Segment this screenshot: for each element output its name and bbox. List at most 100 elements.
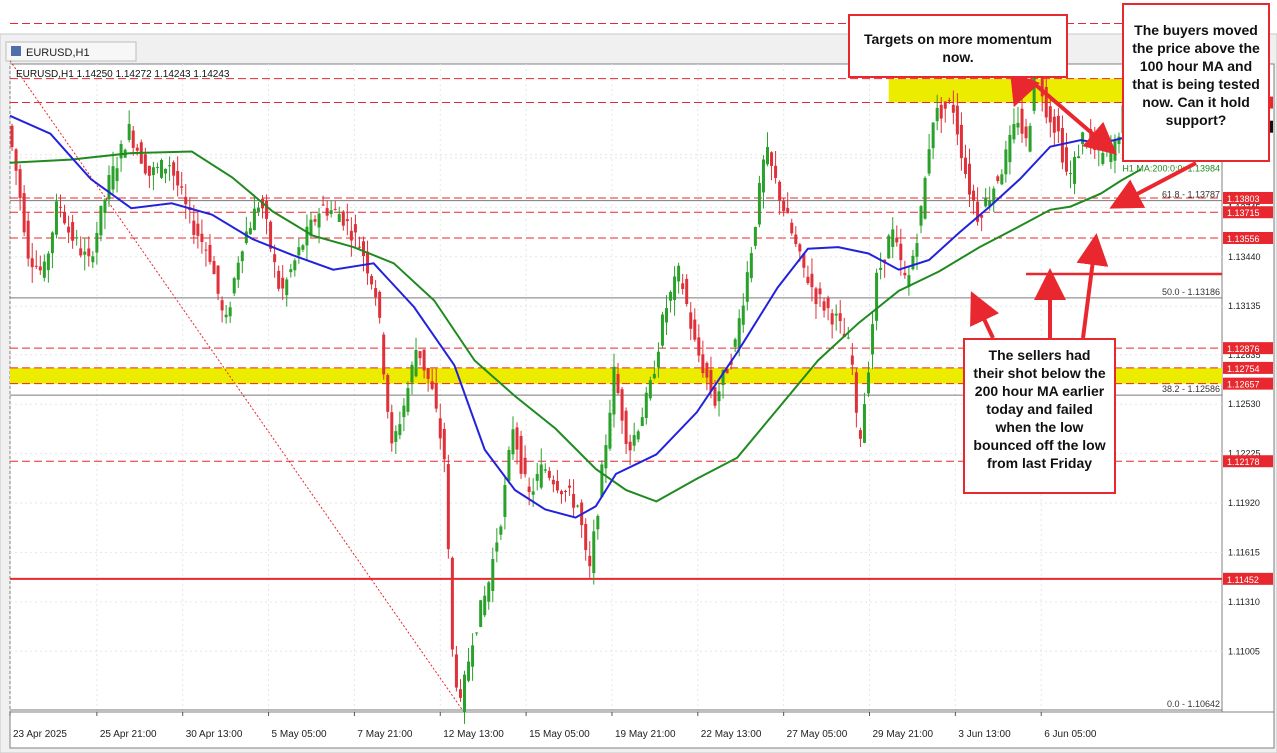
candle-body bbox=[1073, 156, 1077, 184]
candle-body bbox=[1097, 149, 1101, 151]
candle-body bbox=[745, 272, 749, 302]
moving-averages bbox=[9, 114, 1142, 519]
candle-body bbox=[939, 104, 943, 119]
price-tag-label: 1.12876 bbox=[1227, 344, 1260, 354]
candle-body bbox=[612, 366, 616, 415]
x-tick-label: 5 May 05:00 bbox=[272, 729, 327, 740]
candle-body bbox=[826, 297, 830, 309]
price-tag bbox=[1223, 342, 1273, 355]
arrow-targets-zone bbox=[1028, 78, 1118, 155]
candle-body bbox=[604, 445, 608, 469]
candle-body bbox=[111, 166, 115, 190]
candle-body bbox=[543, 469, 547, 471]
candle-body bbox=[180, 186, 184, 188]
candle-body bbox=[269, 221, 273, 249]
candle-body bbox=[442, 428, 446, 460]
candle-body bbox=[446, 464, 450, 550]
candle-body bbox=[305, 226, 309, 246]
chart-tab[interactable] bbox=[5, 41, 137, 62]
candle-body bbox=[669, 291, 673, 301]
candle-body bbox=[119, 143, 123, 159]
candle-body bbox=[14, 149, 18, 171]
candle-body bbox=[644, 392, 648, 419]
candle-body bbox=[665, 308, 668, 323]
candle-body bbox=[564, 490, 567, 493]
candle-body bbox=[749, 253, 753, 279]
candle-body bbox=[499, 526, 503, 535]
candle-body bbox=[333, 208, 337, 210]
candle-body bbox=[915, 243, 919, 257]
candle-body bbox=[301, 245, 305, 250]
candle-body bbox=[434, 383, 438, 409]
x-tick-label: 30 Apr 13:00 bbox=[186, 729, 243, 740]
arrow-buyers-ma100 bbox=[1109, 161, 1197, 209]
candle-body bbox=[196, 223, 200, 236]
candle-body bbox=[34, 265, 38, 267]
time-axis bbox=[9, 711, 1275, 749]
candle-body bbox=[67, 226, 71, 233]
candle-body bbox=[1016, 122, 1020, 128]
candle-body bbox=[337, 214, 341, 222]
candle-body bbox=[410, 364, 414, 383]
candle-body bbox=[1109, 149, 1113, 163]
y-tick-label: 1.12835 bbox=[1228, 350, 1261, 360]
candle-body bbox=[717, 391, 721, 402]
candle-body bbox=[515, 427, 519, 450]
candle-body bbox=[285, 279, 289, 296]
ma-label: H1 MA:200:0:0: 1.13984 bbox=[1122, 164, 1220, 174]
price-tag bbox=[1223, 377, 1273, 390]
candle-body bbox=[858, 430, 862, 439]
candle-body bbox=[240, 251, 244, 262]
candle-body bbox=[59, 206, 62, 208]
candle-body bbox=[164, 168, 168, 174]
x-tick-label: 12 May 13:00 bbox=[443, 729, 504, 740]
candle-body bbox=[753, 227, 757, 246]
x-tick-label: 29 May 21:00 bbox=[873, 729, 934, 740]
candle-body bbox=[778, 181, 782, 201]
fib-label: 61.8 - 1.13787 bbox=[1162, 190, 1220, 200]
candle-body bbox=[366, 251, 370, 274]
candle-body bbox=[737, 318, 741, 349]
candle-body bbox=[830, 313, 834, 325]
candle-body bbox=[353, 224, 357, 233]
candle-body bbox=[624, 410, 628, 444]
candle-body bbox=[143, 154, 147, 174]
candle-body bbox=[463, 674, 466, 713]
candle-body bbox=[632, 435, 636, 446]
candle-body bbox=[798, 244, 802, 252]
candle-body bbox=[951, 104, 955, 113]
candle-body bbox=[867, 372, 870, 394]
candle-body bbox=[551, 479, 555, 485]
candle-body bbox=[588, 555, 592, 567]
candle-body bbox=[487, 582, 491, 602]
candle-body bbox=[685, 278, 689, 305]
candle-body bbox=[584, 523, 588, 551]
candle-body bbox=[75, 237, 79, 239]
candle-body bbox=[850, 355, 854, 365]
candle-body bbox=[770, 152, 774, 166]
candle-body bbox=[386, 375, 390, 412]
candle-body bbox=[374, 288, 378, 298]
fib-label: 0.0 - 1.10642 bbox=[1167, 699, 1220, 709]
callout-sellers: The sellers had their shot below the 200… bbox=[963, 338, 1116, 494]
candle-body bbox=[63, 212, 67, 224]
candle-body bbox=[212, 260, 216, 275]
chart-tab-title: EURUSD,H1 bbox=[26, 47, 90, 59]
candle-body bbox=[709, 370, 713, 392]
candle-body bbox=[192, 220, 196, 235]
callout-targets: Targets on more momentum now. bbox=[848, 14, 1068, 78]
candle-body bbox=[224, 314, 228, 318]
candle-body bbox=[483, 595, 487, 616]
candle-body bbox=[1085, 143, 1089, 145]
candle-body bbox=[810, 273, 814, 288]
candle-body bbox=[321, 204, 325, 206]
candle-body bbox=[1012, 124, 1016, 140]
candle-body bbox=[656, 351, 660, 368]
candle-body bbox=[968, 163, 971, 195]
candle-body bbox=[155, 166, 159, 168]
candle-body bbox=[220, 300, 224, 311]
candle-body bbox=[547, 470, 551, 478]
candle-body bbox=[131, 130, 135, 148]
candle-body bbox=[91, 256, 95, 263]
callout-buyers: The buyers moved the price above the 100… bbox=[1122, 3, 1270, 162]
